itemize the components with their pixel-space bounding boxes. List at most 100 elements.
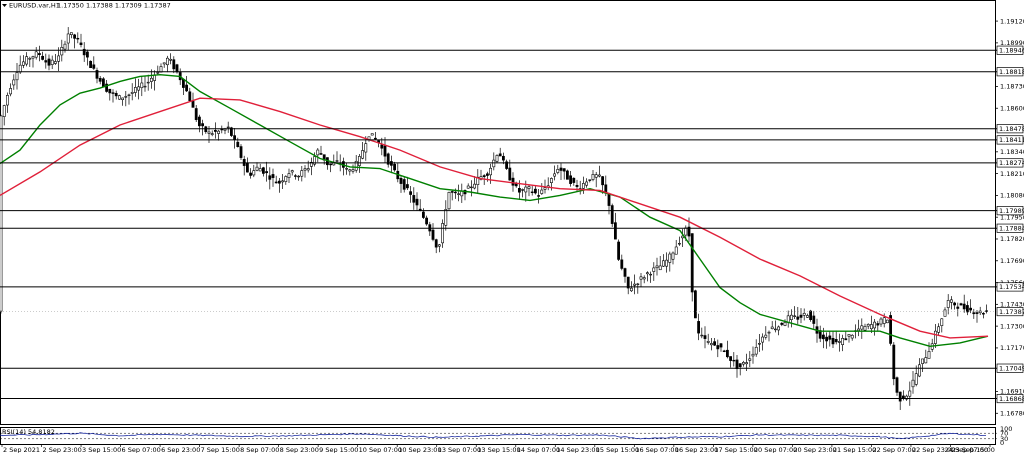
candle-body [537, 195, 541, 197]
candle-body [297, 175, 301, 178]
y-tick-label: 1.16780 [1000, 409, 1024, 417]
candle-body [713, 341, 717, 346]
candle-body [668, 253, 672, 263]
candle-body [879, 318, 883, 325]
candle-body [661, 260, 665, 267]
candle-body [809, 310, 813, 320]
candle-body [15, 72, 19, 81]
candle-body [57, 55, 61, 62]
candle-body [351, 169, 355, 172]
candle-body [972, 312, 976, 315]
candle-body [111, 92, 115, 94]
level-label: 1.18274 [999, 159, 1024, 167]
candle-body [357, 156, 361, 166]
candle-body [863, 326, 867, 331]
candle-body [447, 192, 451, 210]
candle-body [540, 189, 544, 194]
x-tick-label: 22 Sep 07:00 [872, 446, 915, 453]
candle-body [898, 391, 902, 402]
candle-body [626, 276, 630, 289]
candle-body [501, 155, 505, 161]
candle-body [73, 34, 77, 39]
candle-body [498, 153, 502, 157]
candle-body [0, 115, 3, 312]
candle-body [70, 32, 73, 35]
candle-body [565, 170, 569, 180]
level-label: 1.18946 [999, 47, 1024, 55]
candle-body [645, 272, 649, 275]
candle-body [162, 62, 166, 65]
candle-body [236, 141, 240, 148]
candle-body [191, 100, 195, 108]
candle-body [665, 259, 669, 267]
candle-body [917, 364, 921, 377]
candle-body [492, 159, 496, 168]
candle-body [134, 87, 137, 93]
candle-body [764, 334, 768, 338]
x-tick-label: 14 Sep 07:00 [517, 446, 560, 453]
candle-body [818, 330, 822, 339]
y-tick-label: 1.18080 [1000, 192, 1024, 200]
candle-body [102, 78, 105, 88]
y-tick-label: 1.17170 [1000, 344, 1024, 352]
candle-body [802, 312, 806, 316]
candle-body [25, 56, 29, 65]
candle-body [287, 173, 291, 178]
candle-body [121, 97, 125, 100]
candle-body [402, 179, 406, 190]
candle-body [943, 309, 947, 317]
menu-arrow-icon[interactable] [2, 4, 7, 7]
candle-body [345, 168, 349, 170]
candle-body [86, 51, 89, 58]
candle-body [306, 168, 310, 171]
candle-body [825, 336, 829, 342]
candle-body [882, 317, 886, 324]
candle-body [383, 145, 387, 157]
candle-body [857, 328, 861, 331]
candle-body [975, 312, 979, 314]
candle-body [946, 300, 950, 308]
candle-body [319, 153, 323, 155]
x-tick-label: 10 Sep 23:00 [398, 446, 441, 453]
candle-body [421, 211, 425, 218]
candle-body [50, 59, 54, 65]
candle-body [290, 170, 294, 173]
candle-body [130, 91, 134, 94]
candle-body [527, 186, 531, 189]
candle-body [207, 131, 211, 134]
candle-body [47, 58, 51, 66]
candle-body [370, 133, 374, 136]
candle-body [476, 176, 480, 185]
x-tick-label: 21 Sep 15:00 [833, 446, 876, 453]
x-tick-label: 22 Sep 23:00 [912, 446, 955, 453]
candle-body [233, 135, 237, 140]
candle-body [239, 146, 243, 158]
candle-body [796, 316, 800, 320]
candle-body [709, 343, 713, 346]
candle-body [437, 244, 441, 247]
candle-body [812, 315, 816, 324]
x-tick-label: 2 Sep 2021 [3, 446, 40, 453]
rsi-tick-label: 100 [1000, 425, 1012, 433]
candle-body [703, 335, 707, 339]
candle-body [850, 334, 854, 339]
candle-body [623, 268, 627, 277]
x-tick-label: 16 Sep 23:00 [675, 446, 718, 453]
candle-body [543, 187, 547, 190]
candle-body [389, 161, 393, 166]
candle-body [562, 168, 566, 172]
candle-body [76, 37, 80, 40]
candle-body [620, 259, 624, 269]
candle-body [137, 86, 141, 91]
candle-body [258, 168, 262, 172]
level-label: 1.17534 [999, 283, 1024, 291]
x-tick-label: 24 Sep 07:00 [945, 446, 988, 453]
candle-body [31, 56, 35, 59]
candle-body [725, 349, 729, 358]
candle-body [719, 343, 723, 348]
candle-body [348, 169, 352, 172]
candle-body [156, 72, 160, 74]
candle-body [751, 353, 755, 357]
candle-body [364, 143, 368, 153]
candle-body [418, 208, 422, 211]
